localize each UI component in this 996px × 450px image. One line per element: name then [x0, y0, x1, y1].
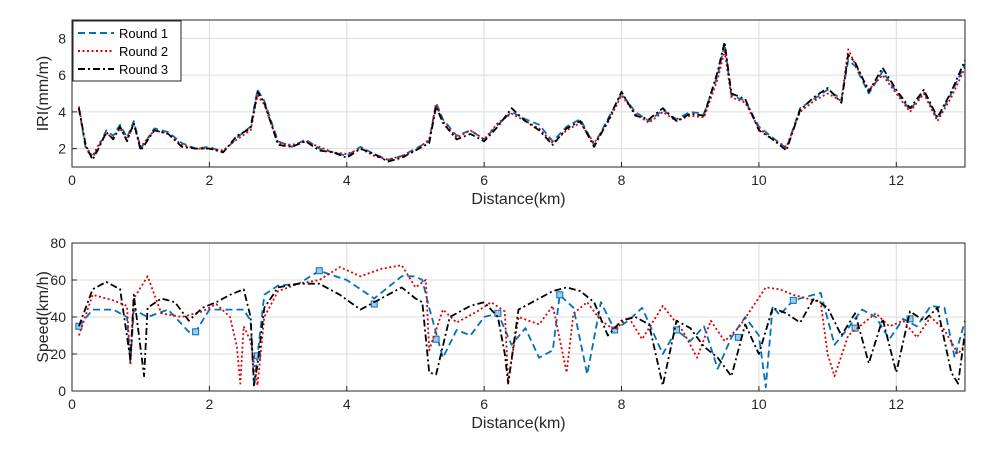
iri-x-axis-label: Distance(km): [471, 191, 565, 208]
iri-y-tick-label: 6: [58, 67, 66, 83]
iri-series-line-round-3: [78, 41, 966, 163]
speed-x-axis-label: Distance(km): [471, 415, 565, 432]
speed-marker-round-1: [789, 296, 797, 304]
speed-y-tick-label: 60: [50, 272, 66, 288]
speed-x-tick-label: 6: [480, 396, 488, 412]
speed-ticks: 0 2 4 6 8 10 12 0 20 40 60 80: [50, 235, 904, 412]
iri-x-tick-label: 0: [68, 172, 76, 188]
speed-series-line-round-1: [78, 269, 966, 389]
speed-x-tick-label: 2: [205, 396, 213, 412]
speed-series-line-round-2: [78, 264, 966, 387]
speed-series-line-round-3: [78, 280, 966, 387]
speed-series: [75, 264, 966, 389]
speed-y-tick-label: 40: [50, 309, 66, 325]
legend-entry-round-2: Round 2: [78, 44, 168, 59]
speed-marker-round-1: [672, 326, 680, 334]
speed-marker-round-1: [192, 328, 200, 336]
legend-box: [72, 20, 182, 82]
iri-grid: [71, 20, 965, 167]
speed-x-tick-label: 10: [751, 396, 767, 412]
iri-y-axis-label: IRI(mm/m): [35, 56, 52, 132]
speed-x-tick-label: 12: [889, 396, 905, 412]
speed-y-tick-label: 80: [50, 235, 66, 251]
iri-series: [78, 41, 966, 163]
speed-y-axis-label: Speed(km/h): [35, 271, 52, 363]
legend-label-round-2: Round 2: [119, 44, 168, 59]
iri-y-tick-label: 8: [58, 30, 66, 46]
iri-x-tick-label: 12: [889, 172, 905, 188]
legend-entry-round-3: Round 3: [78, 62, 168, 77]
iri-x-tick-label: 10: [751, 172, 767, 188]
iri-x-tick-label: 6: [480, 172, 488, 188]
speed-panel: 0 2 4 6 8 10 12 0 20 40 60 80 Distance(km) Speed(km…: [35, 235, 966, 432]
iri-x-tick-label: 2: [205, 172, 213, 188]
speed-y-tick-label: 20: [50, 346, 66, 362]
legend-label-round-1: Round 1: [119, 26, 168, 41]
iri-series-line-round-2: [78, 48, 966, 161]
speed-marker-round-1: [432, 335, 440, 343]
iri-x-tick-label: 8: [618, 172, 626, 188]
iri-legend: Round 1 Round 2 Round 3: [72, 20, 182, 82]
speed-x-tick-label: 0: [68, 396, 76, 412]
iri-y-tick-label: 4: [58, 104, 66, 120]
legend-label-round-3: Round 3: [119, 62, 168, 77]
legend-entry-round-1: Round 1: [78, 26, 168, 41]
speed-marker-round-1: [556, 291, 564, 299]
iri-axes-box: [71, 19, 966, 168]
iri-x-tick-label: 4: [343, 172, 351, 188]
speed-marker-round-1: [906, 315, 914, 323]
iri-y-tick-label: 2: [58, 141, 66, 157]
iri-series-line-round-1: [78, 43, 966, 161]
speed-marker-round-1: [370, 300, 378, 308]
speed-marker-round-1: [494, 309, 502, 317]
speed-x-tick-label: 8: [618, 396, 626, 412]
speed-x-tick-label: 4: [343, 396, 351, 412]
speed-y-tick-label: 0: [58, 383, 66, 399]
speed-marker-round-1: [315, 267, 323, 275]
